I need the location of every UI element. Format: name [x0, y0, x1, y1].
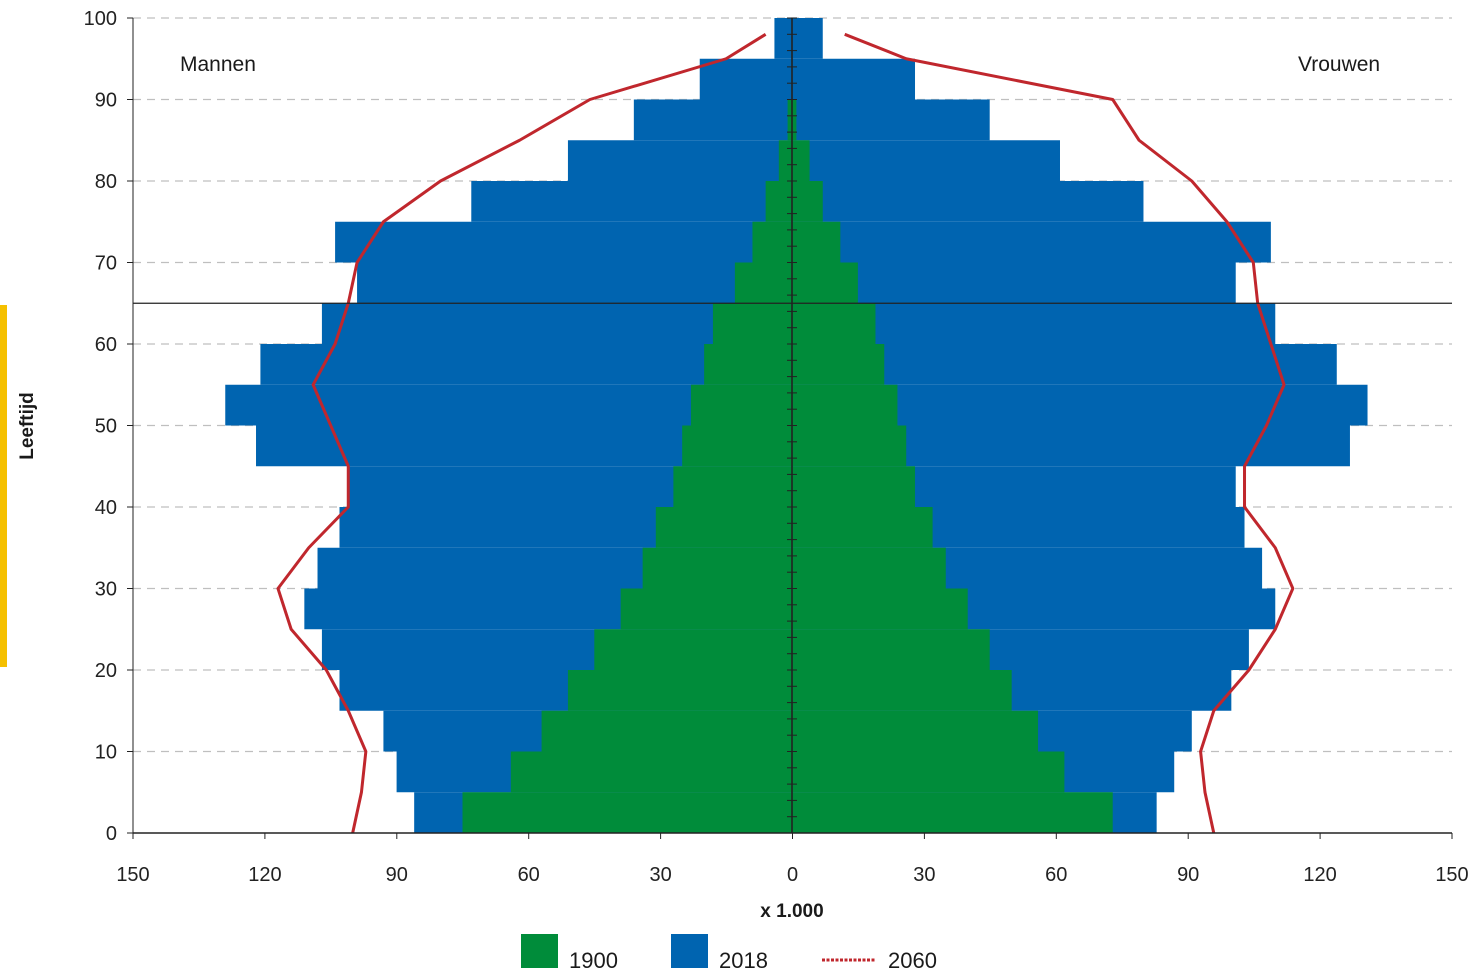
bar-1900-male-age-25: [620, 588, 792, 630]
bar-1900-female-age-0: [792, 792, 1113, 833]
accent-bar: [0, 305, 7, 667]
series-2060-lines: [276, 32, 1295, 834]
bar-2018-female-age-85: [792, 99, 990, 141]
bar-1900-male-age-75: [765, 181, 792, 222]
legend: 1900 2018 2060: [521, 934, 937, 973]
bar-1900-male-age-0: [462, 792, 792, 833]
bar-1900-male-age-30: [642, 547, 792, 589]
axes: [127, 17, 1453, 839]
bar-2018-female-age-75: [792, 181, 1144, 222]
bar-2018-female-age-80: [792, 140, 1060, 181]
bar-2018-male-age-80: [567, 140, 792, 181]
x-tick-label-6: 30: [913, 864, 935, 886]
bar-2018-male-age-85: [633, 99, 792, 141]
y-tick-label-20: 20: [95, 660, 117, 682]
bar-1900-female-age-50: [792, 384, 898, 426]
bar-1900-female-age-25: [792, 588, 968, 630]
x-tick-label-1: 120: [248, 864, 281, 886]
x-tick-label-3: 60: [518, 864, 540, 886]
bar-1900-male-age-10: [541, 710, 792, 752]
y-tick-label-60: 60: [95, 334, 117, 356]
bar-2018-female-age-70: [792, 221, 1271, 263]
bar-2018-female-age-90: [792, 58, 916, 100]
y-tick-label-100: 100: [84, 8, 117, 30]
bar-1900-female-age-70: [792, 221, 841, 263]
x-tick-label-0: 150: [116, 864, 149, 886]
legend-label-1900: 1900: [569, 948, 618, 973]
bar-1900-female-age-75: [792, 181, 823, 222]
y-tick-label-70: 70: [95, 253, 117, 275]
bar-1900-female-age-15: [792, 670, 1012, 711]
label-women: Vrouwen: [1298, 53, 1380, 76]
bar-1900-male-age-20: [594, 629, 792, 670]
bar-1900-female-age-5: [792, 751, 1065, 793]
bar-1900-female-age-35: [792, 507, 933, 548]
x-tick-label-9: 120: [1303, 864, 1336, 886]
x-tick-label-7: 60: [1045, 864, 1067, 886]
bar-1900-male-age-85: [787, 99, 792, 141]
x-tick-label-2: 90: [386, 864, 408, 886]
bar-2018-male-age-90: [699, 58, 792, 100]
x-tick-labels: 150 120 90 60 30 0 30 60 90 120 150: [116, 864, 1468, 886]
bar-1900-female-age-40: [792, 466, 916, 507]
bar-2018-male-age-70: [335, 221, 792, 263]
bar-1900-female-age-20: [792, 629, 990, 670]
x-tick-label-8: 90: [1177, 864, 1199, 886]
x-tick-label-5: 0: [787, 864, 798, 886]
y-tick-label-80: 80: [95, 171, 117, 193]
bar-1900-female-age-30: [792, 547, 946, 589]
bar-1900-female-age-10: [792, 710, 1039, 752]
y-tick-label-50: 50: [95, 416, 117, 438]
bar-2018-male-age-65: [357, 262, 792, 304]
bar-1900-female-age-80: [792, 140, 810, 181]
label-men: Mannen: [180, 53, 256, 76]
x-axis-label: x 1.000: [760, 901, 823, 922]
bar-1900-female-age-55: [792, 344, 885, 385]
bar-2018-male-age-55: [260, 344, 792, 385]
bar-2018-female-age-95: [792, 18, 823, 59]
bar-1900-male-age-5: [510, 751, 792, 793]
bar-1900-female-age-60: [792, 303, 876, 344]
y-tick-label-0: 0: [106, 823, 117, 845]
bar-1900-female-age-65: [792, 262, 858, 304]
y-tick-label-90: 90: [95, 90, 117, 112]
bar-1900-male-age-35: [655, 507, 792, 548]
bar-1900-male-age-50: [690, 384, 792, 426]
bar-1900-male-age-80: [778, 140, 792, 181]
series-1900-bars: [462, 99, 1113, 833]
legend-swatch-2018: [671, 934, 708, 968]
line-2060-male: [276, 33, 767, 834]
bar-2018-female-age-65: [792, 262, 1236, 304]
legend-label-2018: 2018: [719, 948, 768, 973]
y-tick-label-40: 40: [95, 497, 117, 519]
bar-1900-male-age-60: [712, 303, 792, 344]
x-tick-label-4: 30: [649, 864, 671, 886]
y-tick-labels: 0 10 20 30 40 50 60 70 80 90 100: [84, 8, 117, 845]
bar-1900-female-age-85: [792, 99, 797, 141]
bar-1900-male-age-70: [752, 221, 792, 263]
y-axis-label: Leeftijd: [17, 392, 38, 460]
bar-1900-male-age-15: [567, 670, 792, 711]
bar-1900-male-age-45: [682, 425, 792, 467]
x-tick-label-10: 150: [1435, 864, 1468, 886]
bar-1900-male-age-40: [673, 466, 792, 507]
line-2060-female: [844, 32, 1295, 834]
bar-1900-male-age-65: [734, 262, 792, 304]
bar-2018-male-age-75: [471, 181, 792, 222]
y-tick-label-30: 30: [95, 579, 117, 601]
bar-1900-female-age-45: [792, 425, 907, 467]
legend-label-2060: 2060: [888, 948, 937, 973]
legend-swatch-1900: [521, 934, 558, 968]
bar-2018-male-age-95: [774, 18, 792, 59]
bar-1900-male-age-55: [704, 344, 792, 385]
y-tick-label-10: 10: [95, 742, 117, 764]
